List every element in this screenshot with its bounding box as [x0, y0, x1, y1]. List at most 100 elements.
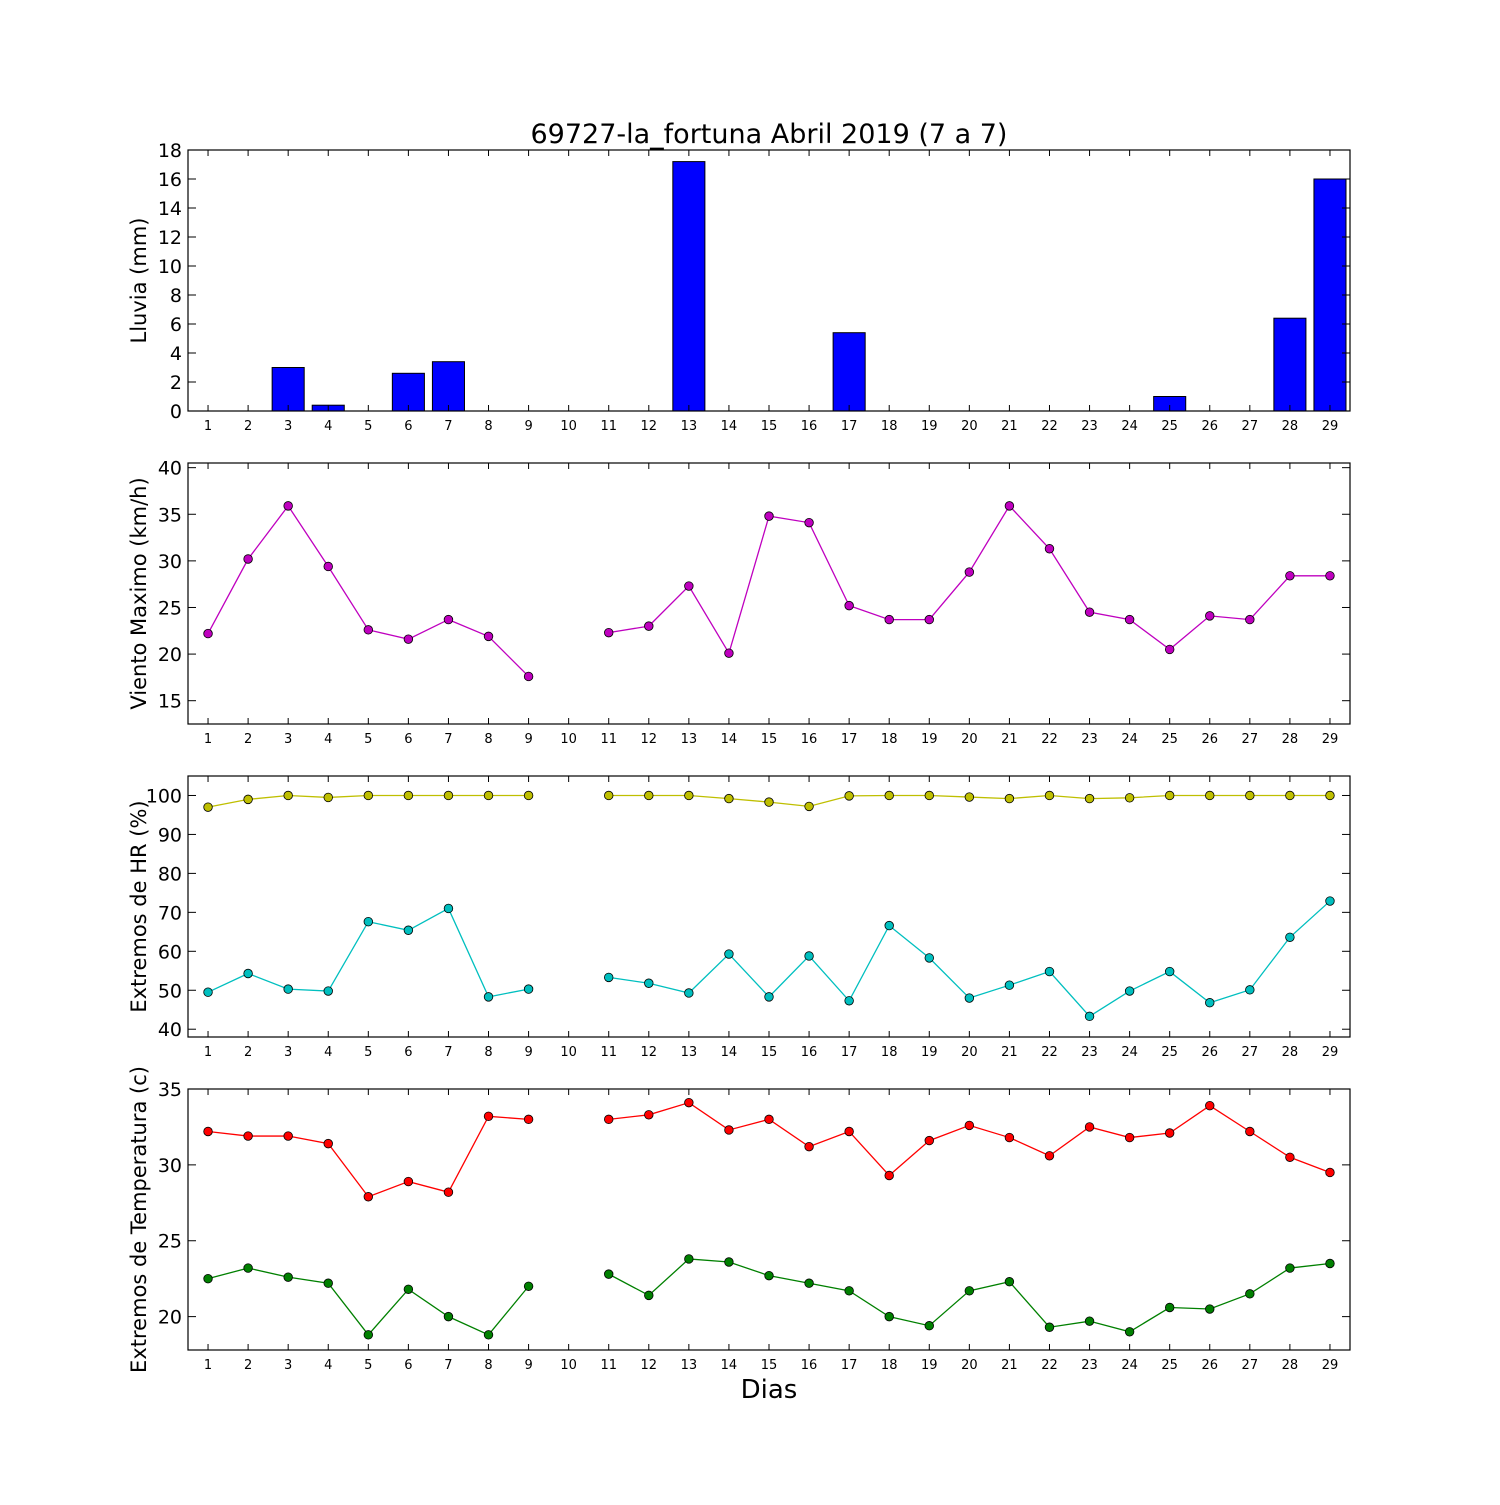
- humidity-series-0-point-day-1: [203, 802, 213, 812]
- rain-x-tick-label-20: 20: [961, 419, 978, 434]
- temperature-series-0-point-day-17: [844, 1126, 854, 1137]
- temperature-series-1-point-day-17: [844, 1286, 854, 1296]
- humidity-series-1-point-day-7: [443, 903, 454, 914]
- wind-series-0-point-day-27: [1245, 614, 1255, 625]
- humidity-series-1-point-day-5: [363, 916, 374, 927]
- humidity-x-tick-label-12: 12: [641, 1045, 658, 1060]
- wind-series-0-point-day-3: [283, 501, 293, 511]
- humidity-x-tick-label-16: 16: [801, 1045, 818, 1060]
- humidity-x-tick-label-14: 14: [721, 1045, 738, 1060]
- temperature-series-0-point-day-4: [323, 1138, 333, 1149]
- wind-y-tick-label-25: 25: [158, 597, 182, 619]
- wind-x-tick-label-11: 11: [600, 732, 617, 747]
- humidity-x-tick-label-2: 2: [244, 1045, 252, 1060]
- wind-y-tick-label-40: 40: [158, 458, 182, 480]
- temperature-x-tick-label-23: 23: [1081, 1358, 1098, 1373]
- humidity-series-0-point-day-28: [1285, 790, 1295, 801]
- humidity-series-1-point-day-17: [844, 996, 854, 1006]
- wind-x-tick-label-6: 6: [404, 732, 412, 747]
- humidity-series-0-point-day-4: [323, 792, 333, 803]
- humidity-y-tick-label-90: 90: [158, 824, 182, 846]
- rain-x-tick-label-3: 3: [284, 419, 292, 434]
- humidity-series-0-point-day-25: [1164, 790, 1175, 801]
- temperature-series-1-point-day-25: [1164, 1302, 1175, 1313]
- humidity-x-tick-label-28: 28: [1282, 1045, 1299, 1060]
- humidity-x-tick-label-26: 26: [1201, 1045, 1218, 1060]
- rain-x-tick-label-1: 1: [204, 419, 212, 434]
- wind-series-0-point-day-29: [1325, 571, 1335, 581]
- wind-x-tick-label-22: 22: [1041, 732, 1058, 747]
- temperature-x-tick-label-25: 25: [1161, 1358, 1178, 1373]
- temperature-series-1-point-day-15: [764, 1270, 774, 1281]
- wind-series-0-point-day-12: [644, 621, 654, 631]
- humidity-x-tick-label-20: 20: [961, 1045, 978, 1060]
- rain-x-tick-label-24: 24: [1121, 419, 1138, 434]
- humidity-x-tick-label-6: 6: [404, 1045, 412, 1060]
- humidity-series-1-point-day-27: [1245, 985, 1255, 995]
- wind-series-0-point-day-28: [1285, 571, 1295, 581]
- temperature-y-tick-label-30: 30: [158, 1155, 182, 1177]
- wind-y-tick-label-35: 35: [158, 504, 182, 526]
- humidity-series-0-point-day-11: [604, 790, 614, 801]
- wind-series-0-point-day-23: [1084, 607, 1095, 617]
- humidity-series-1-point-day-3: [283, 984, 293, 994]
- wind-series-0-point-day-13: [684, 581, 694, 591]
- humidity-series-1-point-day-21: [1004, 980, 1015, 990]
- rain-x-tick-label-18: 18: [881, 419, 898, 434]
- temperature-y-axis-label: Extremos de Temperatura (c): [127, 1066, 151, 1373]
- temperature-x-tick-label-14: 14: [721, 1358, 738, 1373]
- wind-y-tick-label-20: 20: [158, 644, 182, 666]
- humidity-series-1-point-day-14: [724, 949, 734, 959]
- temperature-series-1-point-day-29: [1325, 1258, 1335, 1269]
- wind-series-0-point-day-24: [1124, 614, 1135, 625]
- humidity-x-tick-label-1: 1: [204, 1045, 212, 1060]
- temperature-x-tick-label-17: 17: [841, 1358, 858, 1373]
- rain-y-tick-label-18: 18: [158, 140, 182, 162]
- temperature-series-0-point-day-15: [764, 1114, 774, 1125]
- humidity-series-0-point-day-13: [684, 790, 694, 801]
- rain-x-tick-label-4: 4: [324, 419, 332, 434]
- humidity-series-1-point-day-23: [1084, 1011, 1095, 1022]
- humidity-y-tick-label-80: 80: [158, 863, 182, 885]
- humidity-x-tick-label-24: 24: [1121, 1045, 1138, 1060]
- temperature-series-0-point-day-11: [604, 1114, 614, 1125]
- humidity-series-0-point-day-14: [724, 793, 734, 804]
- temperature-series-1-point-day-6: [403, 1284, 414, 1295]
- temperature-series-0-point-day-25: [1164, 1128, 1175, 1138]
- humidity-series-1-point-day-15: [764, 992, 774, 1002]
- wind-x-tick-label-27: 27: [1242, 732, 1259, 747]
- humidity-x-tick-label-23: 23: [1081, 1045, 1098, 1060]
- rain-y-axis-label: Lluvia (mm): [127, 218, 151, 344]
- temperature-series-1-point-day-22: [1044, 1322, 1055, 1332]
- wind-x-tick-label-3: 3: [284, 732, 292, 747]
- wind-panel: 1 2 3 4 5 6 7 8 9 10 11 12 13 14 15 16 17 18 19 20 21 22 23 24 2…: [127, 458, 1351, 747]
- humidity-series-1-point-day-29: [1325, 896, 1335, 906]
- humidity-x-tick-label-8: 8: [484, 1045, 492, 1060]
- rain-x-tick-label-22: 22: [1041, 419, 1058, 434]
- humidity-y-tick-label-50: 50: [158, 980, 182, 1002]
- temperature-series-1-point-day-18: [884, 1311, 894, 1322]
- rain-y-tick-label-4: 4: [170, 343, 182, 365]
- humidity-x-tick-label-25: 25: [1161, 1045, 1178, 1060]
- wind-x-tick-label-18: 18: [881, 732, 898, 747]
- humidity-x-tick-label-19: 19: [921, 1045, 938, 1060]
- rain-y-tick-label-0: 0: [170, 401, 182, 423]
- temperature-y-tick-label-35: 35: [158, 1079, 182, 1101]
- humidity-series-1-point-day-9: [523, 984, 534, 994]
- humidity-x-tick-label-5: 5: [364, 1045, 372, 1060]
- humidity-series-0-point-day-5: [363, 790, 374, 801]
- temperature-series-1-point-day-20: [964, 1286, 975, 1296]
- wind-series-0-point-day-19: [924, 614, 934, 625]
- temperature-series-0-point-day-27: [1245, 1126, 1255, 1137]
- wind-y-axis-label: Viento Maximo (km/h): [127, 477, 151, 709]
- temperature-series-1-point-day-26: [1205, 1304, 1215, 1314]
- temperature-series-1-point-day-4: [323, 1278, 333, 1288]
- rain-x-tick-label-19: 19: [921, 419, 938, 434]
- temperature-x-tick-label-15: 15: [761, 1358, 778, 1373]
- wind-series-0-point-day-16: [804, 517, 814, 528]
- temperature-series-0-point-day-9: [523, 1114, 534, 1125]
- humidity-series-0-point-day-2: [243, 794, 253, 805]
- temperature-x-tick-label-7: 7: [444, 1358, 452, 1373]
- temperature-series-0-point-day-21: [1004, 1132, 1015, 1143]
- rain-x-tick-label-16: 16: [801, 419, 818, 434]
